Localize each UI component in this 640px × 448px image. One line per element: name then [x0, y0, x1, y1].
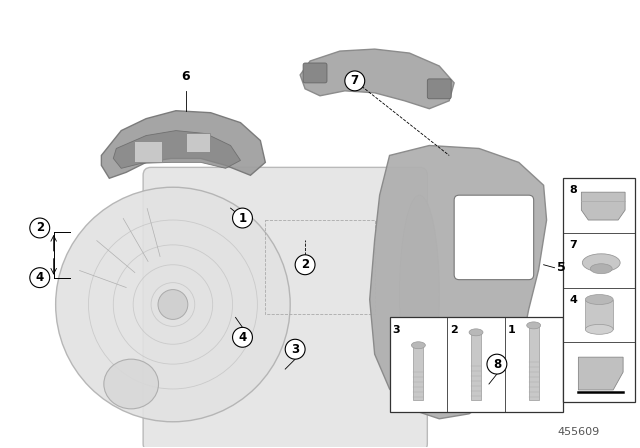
Ellipse shape — [426, 364, 444, 384]
Text: 6: 6 — [182, 70, 190, 83]
Bar — [413, 345, 423, 400]
Text: 1: 1 — [239, 211, 246, 224]
Bar — [186, 133, 210, 152]
Polygon shape — [581, 192, 625, 220]
Ellipse shape — [586, 324, 613, 334]
Bar — [529, 325, 539, 400]
Ellipse shape — [412, 342, 426, 349]
Bar — [586, 300, 613, 329]
FancyBboxPatch shape — [428, 79, 451, 99]
Text: 7: 7 — [570, 240, 577, 250]
Ellipse shape — [586, 294, 613, 305]
Text: 2: 2 — [301, 258, 309, 271]
Circle shape — [56, 187, 290, 422]
Ellipse shape — [407, 380, 422, 398]
Circle shape — [487, 354, 507, 374]
Text: 4: 4 — [238, 331, 246, 344]
Circle shape — [295, 255, 315, 275]
Ellipse shape — [394, 332, 415, 357]
Circle shape — [30, 268, 50, 288]
Circle shape — [158, 289, 188, 319]
Text: 8: 8 — [570, 185, 577, 195]
Ellipse shape — [104, 359, 159, 409]
Bar — [134, 141, 162, 162]
Bar — [563, 178, 635, 402]
Text: 4: 4 — [570, 294, 577, 305]
Ellipse shape — [469, 329, 483, 336]
Text: 5: 5 — [557, 261, 565, 274]
Text: 3: 3 — [291, 343, 300, 356]
Text: 2: 2 — [451, 325, 458, 336]
Bar — [390, 318, 563, 412]
Text: 1: 1 — [508, 325, 516, 336]
Text: 3: 3 — [393, 325, 401, 336]
Text: 2: 2 — [36, 221, 44, 234]
Polygon shape — [300, 49, 454, 109]
Polygon shape — [113, 130, 241, 168]
Bar — [471, 332, 481, 400]
FancyBboxPatch shape — [454, 195, 534, 280]
Ellipse shape — [582, 254, 620, 271]
Polygon shape — [370, 146, 547, 419]
Text: 4: 4 — [36, 271, 44, 284]
Polygon shape — [101, 111, 266, 178]
Circle shape — [232, 208, 252, 228]
Circle shape — [30, 218, 50, 238]
Text: 7: 7 — [351, 74, 359, 87]
FancyBboxPatch shape — [143, 168, 428, 448]
Circle shape — [232, 327, 252, 347]
Ellipse shape — [439, 323, 459, 345]
Ellipse shape — [399, 195, 439, 394]
Bar — [266, 220, 374, 314]
Text: 8: 8 — [493, 358, 501, 370]
Ellipse shape — [527, 322, 541, 329]
FancyBboxPatch shape — [303, 63, 327, 83]
Ellipse shape — [590, 264, 612, 274]
Text: 455609: 455609 — [557, 426, 600, 437]
Circle shape — [285, 339, 305, 359]
Circle shape — [345, 71, 365, 91]
Polygon shape — [579, 357, 623, 390]
